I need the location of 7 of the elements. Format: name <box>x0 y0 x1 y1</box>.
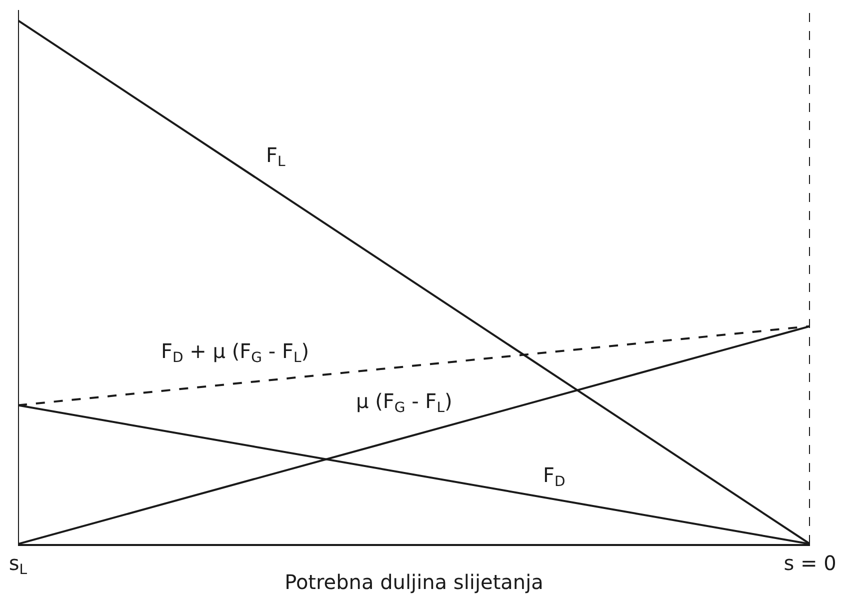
x-tick-label: s$_{L}$ <box>8 551 28 578</box>
series-label: F$_{L}$ <box>266 143 286 170</box>
series-label: F$_{D}$ <box>543 463 566 490</box>
series-label: F$_{D}$ + μ (F$_{G}$ - F$_{L}$) <box>161 339 310 366</box>
x-axis-title: Potrebna duljina slijetanja <box>284 570 544 594</box>
x-tick-label: s = 0 <box>784 551 836 575</box>
series-label: μ (F$_{G}$ - F$_{L}$) <box>356 389 452 416</box>
